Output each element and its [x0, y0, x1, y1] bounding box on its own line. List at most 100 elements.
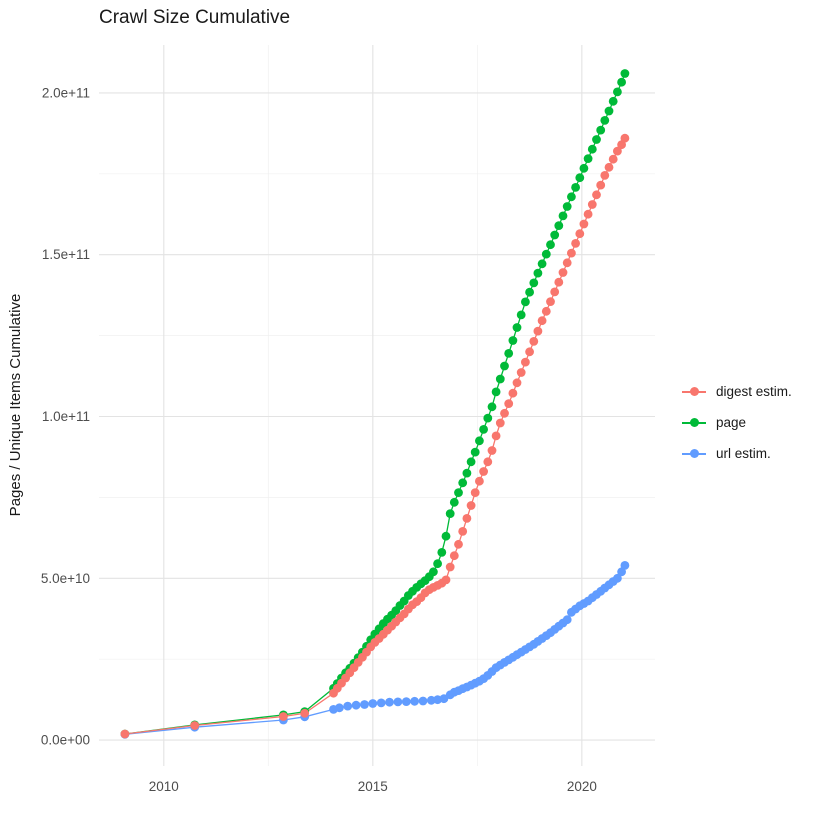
data-point [600, 171, 610, 180]
legend-item-page: page [682, 407, 792, 438]
data-point [512, 378, 522, 388]
data-point [596, 180, 606, 190]
legend: digest estim. page url estim. [682, 376, 792, 469]
data-point [529, 278, 539, 288]
data-point [567, 248, 576, 258]
data-point [500, 361, 509, 371]
data-point [546, 297, 555, 306]
data-point [587, 144, 597, 154]
data-point [462, 514, 472, 523]
data-point [608, 96, 618, 106]
data-point [487, 446, 497, 455]
data-point [550, 230, 560, 240]
data-point [604, 106, 614, 116]
data-point [487, 402, 497, 412]
legend-label-url-estim: url estim. [716, 446, 771, 461]
data-point [441, 531, 451, 541]
data-point [617, 77, 626, 87]
data-point [393, 697, 403, 707]
data-point [554, 277, 564, 287]
data-point [120, 729, 130, 739]
data-point [541, 306, 551, 316]
data-point [454, 488, 463, 497]
data-point [343, 701, 353, 711]
data-point [583, 209, 593, 219]
data-point [587, 200, 597, 209]
data-point [418, 696, 428, 706]
data-point [600, 116, 610, 125]
data-point [537, 259, 547, 269]
x-tick-label: 2020 [567, 779, 597, 794]
data-point [360, 700, 369, 709]
data-point [449, 551, 459, 561]
legend-dot-icon [689, 387, 699, 396]
data-point [596, 125, 606, 135]
data-point [592, 135, 601, 144]
data-point [550, 287, 560, 297]
legend-key-page-icon [682, 417, 706, 428]
data-point [385, 697, 394, 707]
data-point [613, 146, 622, 156]
y-tick-label: 2.0e+11 [42, 85, 90, 100]
x-tick-label: 2010 [149, 779, 179, 794]
series-points-url-estim [120, 561, 630, 739]
y-tick-label: 0.0e+00 [41, 733, 90, 748]
data-point [466, 501, 476, 510]
data-point [437, 548, 447, 557]
data-point [433, 559, 442, 569]
data-point [508, 388, 518, 398]
legend-item-digest-estim: digest estim. [682, 376, 792, 407]
y-axis-title: Pages / Unique Items Cumulative [7, 293, 24, 517]
data-point [546, 240, 555, 250]
legend-key-url-icon [682, 448, 706, 459]
data-point [575, 173, 585, 183]
series-points-digest-estim [120, 133, 630, 739]
data-point [579, 219, 589, 229]
data-point [521, 357, 530, 367]
data-point [376, 698, 386, 708]
data-point [562, 202, 572, 211]
data-point [454, 539, 463, 549]
data-point [516, 368, 526, 377]
data-point [554, 221, 564, 231]
data-point [491, 431, 501, 441]
data-point [575, 229, 585, 239]
data-point [541, 249, 551, 259]
data-point [458, 478, 468, 488]
data-point [567, 192, 576, 202]
data-point [620, 69, 630, 78]
data-point [613, 87, 622, 97]
data-point [449, 497, 459, 507]
data-point [429, 567, 438, 577]
series-line-url-estim [124, 565, 626, 735]
data-point [401, 697, 411, 706]
data-point [537, 316, 547, 326]
data-point [562, 615, 572, 625]
legend-item-url-estim: url estim. [682, 438, 792, 469]
y-tick-label: 5.0e+10 [41, 571, 90, 586]
data-point [495, 374, 505, 384]
x-tick-label: 2015 [358, 779, 388, 794]
data-point [441, 575, 451, 585]
data-point [579, 163, 589, 173]
data-point [483, 413, 493, 423]
data-point [516, 310, 526, 320]
data-point [439, 694, 449, 704]
legend-dot-icon [689, 449, 699, 458]
data-point [504, 399, 514, 408]
data-point [500, 408, 509, 418]
data-point [558, 268, 568, 277]
data-point [620, 561, 630, 570]
data-point [445, 562, 455, 572]
data-point [533, 326, 543, 336]
y-tick-label: 1.0e+11 [42, 409, 90, 424]
data-point [583, 154, 593, 164]
data-point [410, 696, 419, 706]
data-point [300, 708, 310, 718]
data-point [479, 425, 488, 434]
data-point [470, 488, 480, 497]
data-point [571, 239, 580, 248]
data-point [592, 190, 601, 200]
